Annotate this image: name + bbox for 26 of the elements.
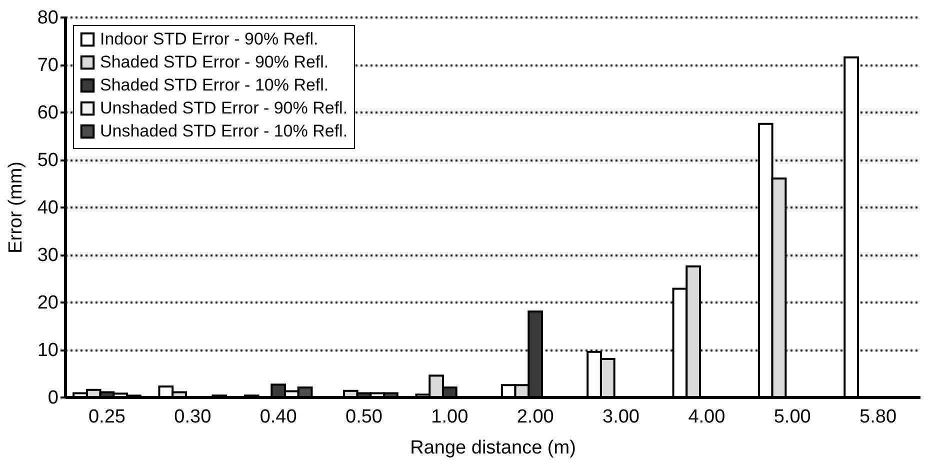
x-tick-label: 5.00: [774, 406, 811, 428]
y-tick-label: 20: [37, 292, 58, 314]
legend-label: Unshaded STD Error - 10% Refl.: [100, 122, 348, 140]
legend-label: Unshaded STD Error - 90% Refl.: [100, 98, 348, 118]
x-tick-label: 0.30: [174, 406, 212, 428]
x-tick-label: 0.40: [260, 406, 297, 428]
legend-label: Indoor STD Error - 90% Refl.: [100, 30, 318, 48]
legend-label: Shaded STD Error - 10% Refl.: [100, 76, 329, 94]
y-tick-label: 40: [37, 198, 58, 218]
y-tick-label: 10: [37, 340, 58, 361]
x-tick-label: 1.00: [431, 406, 468, 428]
y-tick-label: 30: [37, 245, 58, 266]
x-tick-label: 5.80: [860, 406, 897, 428]
y-tick-label: 50: [37, 150, 58, 171]
x-tick-label: 2.00: [516, 406, 554, 428]
x-tick-label: 0.50: [346, 406, 382, 428]
y-tick-label: 60: [37, 102, 58, 124]
x-tick-label: 4.00: [688, 406, 726, 428]
x-tick-label: 0.25: [88, 406, 126, 428]
y-tick-label: 80: [37, 8, 58, 28]
y-tick-label: 0: [48, 388, 58, 408]
legend-label: Shaded STD Error - 90% Refl.: [100, 52, 329, 72]
x-tick-label: 3.00: [602, 406, 640, 428]
x-axis-title: Range distance (m): [410, 438, 576, 458]
y-tick-label: 70: [37, 55, 58, 76]
y-axis-title: Error (mm): [5, 162, 26, 254]
